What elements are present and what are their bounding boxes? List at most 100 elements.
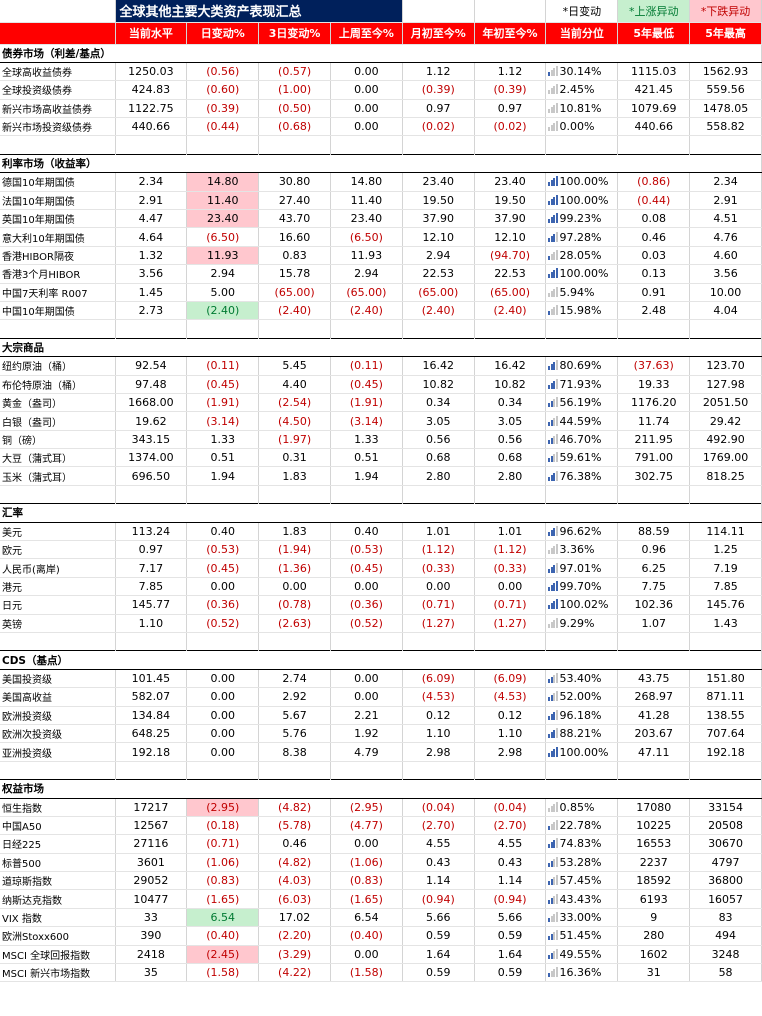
cell-week-to-date: 0.00 <box>330 834 403 854</box>
asset-name: 铜（磅） <box>0 430 116 450</box>
cell-month-to-date: (2.70) <box>402 816 475 836</box>
table-row: 美元 113.24 0.40 1.83 0.40 1.01 1.01 96.62% 88.59 1… <box>0 522 762 542</box>
section-header-row: CDS（基点） <box>0 650 762 670</box>
cell-month-to-date: (0.02) <box>402 117 475 137</box>
percentile-bars-icon <box>548 709 558 720</box>
table-row: 布伦特原油（桶） 97.48 (0.45) 4.40 (0.45) 10.82 10.82 7… <box>0 375 762 394</box>
table-row: VIX 指数 33 6.54 17.02 6.54 5.66 5.66 33.00% 9 83 <box>0 908 762 928</box>
percentile-value: 71.93% <box>559 377 602 391</box>
cell-percentile: 9.29% <box>545 614 619 634</box>
cell-current-level: 134.84 <box>115 706 188 725</box>
cell-percentile: 59.61% <box>545 448 619 468</box>
cell-5y-low: 47.11 <box>617 742 691 762</box>
cell-5y-high: 114.11 <box>689 522 762 542</box>
cell-percentile: 43.43% <box>545 889 619 909</box>
cell-5y-low: 0.03 <box>617 246 691 266</box>
percentile-value: 3.36% <box>559 543 595 557</box>
cell-percentile: 44.59% <box>545 411 619 431</box>
cell-current-level: 440.66 <box>115 117 188 137</box>
cell-5y-high: 16057 <box>689 889 762 909</box>
percentile-bars-icon <box>548 102 558 113</box>
cell-current-level: 101.45 <box>115 669 188 689</box>
cell-year-to-date: 5.66 <box>474 908 547 928</box>
cell-daily-change: (6.50) <box>186 227 260 247</box>
percentile-value: 52.00% <box>559 690 602 704</box>
cell-5y-high: 36800 <box>689 871 762 891</box>
cell-month-to-date: 10.82 <box>402 375 475 394</box>
percentile-bars-icon <box>548 672 558 683</box>
cell-current-level: 17217 <box>115 798 188 817</box>
cell-5y-high: 4.51 <box>689 209 762 229</box>
cell-week-to-date: (0.52) <box>330 614 403 634</box>
cell-month-to-date: (6.09) <box>402 669 475 689</box>
cell-daily-change: 14.80 <box>186 172 260 192</box>
cell-month-to-date: 2.80 <box>402 466 475 486</box>
cell-percentile: 76.38% <box>545 466 619 486</box>
cell-current-level: 19.62 <box>115 411 188 431</box>
cell-percentile: 53.28% <box>545 853 619 873</box>
cell-percentile: 49.55% <box>545 945 619 965</box>
cell-week-to-date: 11.93 <box>330 246 403 266</box>
percentile-bars-icon <box>548 875 558 886</box>
cell-week-to-date: (0.83) <box>330 871 403 891</box>
asset-name: 美国高收益 <box>0 687 116 707</box>
cell-daily-change: (0.11) <box>186 356 260 376</box>
asset-name: 香港3个月HIBOR <box>0 264 116 284</box>
cell-3day-change: (4.82) <box>258 798 331 817</box>
cell-year-to-date: 2.98 <box>474 742 547 762</box>
cell-week-to-date: 11.40 <box>330 191 403 211</box>
percentile-value: 5.94% <box>559 285 595 299</box>
cell-3day-change: 5.45 <box>258 356 331 376</box>
cell-week-to-date: (0.40) <box>330 926 403 946</box>
percentile-bars-icon <box>548 820 558 831</box>
table-row: 中国7天利率 R007 1.45 5.00 (65.00) (65.00) (65.00)… <box>0 283 762 302</box>
cell-3day-change: 1.83 <box>258 466 331 486</box>
cell-month-to-date: (1.27) <box>402 614 475 634</box>
cell-3day-change: (1.00) <box>258 80 331 100</box>
percentile-value: 44.59% <box>559 414 602 428</box>
cell-month-to-date: 22.53 <box>402 264 475 284</box>
cell-5y-high: 7.19 <box>689 558 762 578</box>
cell-week-to-date: 0.00 <box>330 577 403 597</box>
cell-month-to-date: (2.40) <box>402 301 475 321</box>
legend-up: *上涨异动 <box>617 0 691 23</box>
percentile-bars-icon <box>548 194 558 205</box>
cell-year-to-date: (2.70) <box>474 816 547 836</box>
cell-percentile: 56.19% <box>545 393 619 413</box>
percentile-value: 30.14% <box>559 65 602 79</box>
cell-3day-change: 5.76 <box>258 724 331 744</box>
cell-current-level: 3.56 <box>115 264 188 284</box>
percentile-bars-icon <box>548 397 558 408</box>
table-row: 日经225 27116 (0.71) 0.46 0.00 4.55 4.55 74.83% 16… <box>0 834 762 854</box>
cell-5y-low: 0.96 <box>617 540 691 560</box>
cell-5y-low: 2237 <box>617 853 691 873</box>
asset-name: 日经225 <box>0 834 116 854</box>
percentile-value: 100.00% <box>559 193 609 207</box>
table-row: MSCI 全球回报指数 2418 (2.45) (3.29) 0.00 1.64 1.64 4… <box>0 945 762 965</box>
cell-5y-low: 88.59 <box>617 522 691 542</box>
cell-3day-change: (6.03) <box>258 889 331 909</box>
cell-5y-low: 791.00 <box>617 448 691 468</box>
cell-5y-high: 558.82 <box>689 117 762 137</box>
cell-year-to-date: 0.59 <box>474 926 547 946</box>
asset-name: 人民币(离岸) <box>0 558 116 578</box>
percentile-value: 57.45% <box>559 874 602 888</box>
cell-month-to-date: (0.39) <box>402 80 475 100</box>
cell-3day-change: (0.68) <box>258 117 331 137</box>
table-row: 欧洲投资级 134.84 0.00 5.67 2.21 0.12 0.12 96.18% 41.… <box>0 706 762 725</box>
section-title: 汇率 <box>0 503 762 523</box>
cell-daily-change: (1.58) <box>186 963 260 983</box>
cell-daily-change: (0.40) <box>186 926 260 946</box>
percentile-value: 99.70% <box>559 580 602 594</box>
cell-5y-high: 29.42 <box>689 411 762 431</box>
cell-week-to-date: (1.58) <box>330 963 403 983</box>
cell-daily-change: 1.33 <box>186 430 260 450</box>
cell-5y-low: 16553 <box>617 834 691 854</box>
section-title: 债券市场（利差/基点） <box>0 43 762 63</box>
cell-week-to-date: (1.06) <box>330 853 403 873</box>
cell-daily-change: 6.54 <box>186 908 260 928</box>
percentile-value: 76.38% <box>559 469 602 483</box>
cell-5y-high: 707.64 <box>689 724 762 744</box>
cell-5y-low: 17080 <box>617 798 691 817</box>
cell-3day-change: (4.50) <box>258 411 331 431</box>
